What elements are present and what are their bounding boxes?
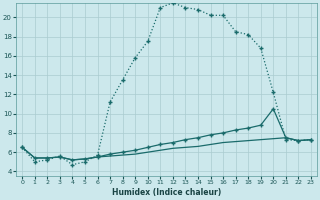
X-axis label: Humidex (Indice chaleur): Humidex (Indice chaleur): [112, 188, 221, 197]
